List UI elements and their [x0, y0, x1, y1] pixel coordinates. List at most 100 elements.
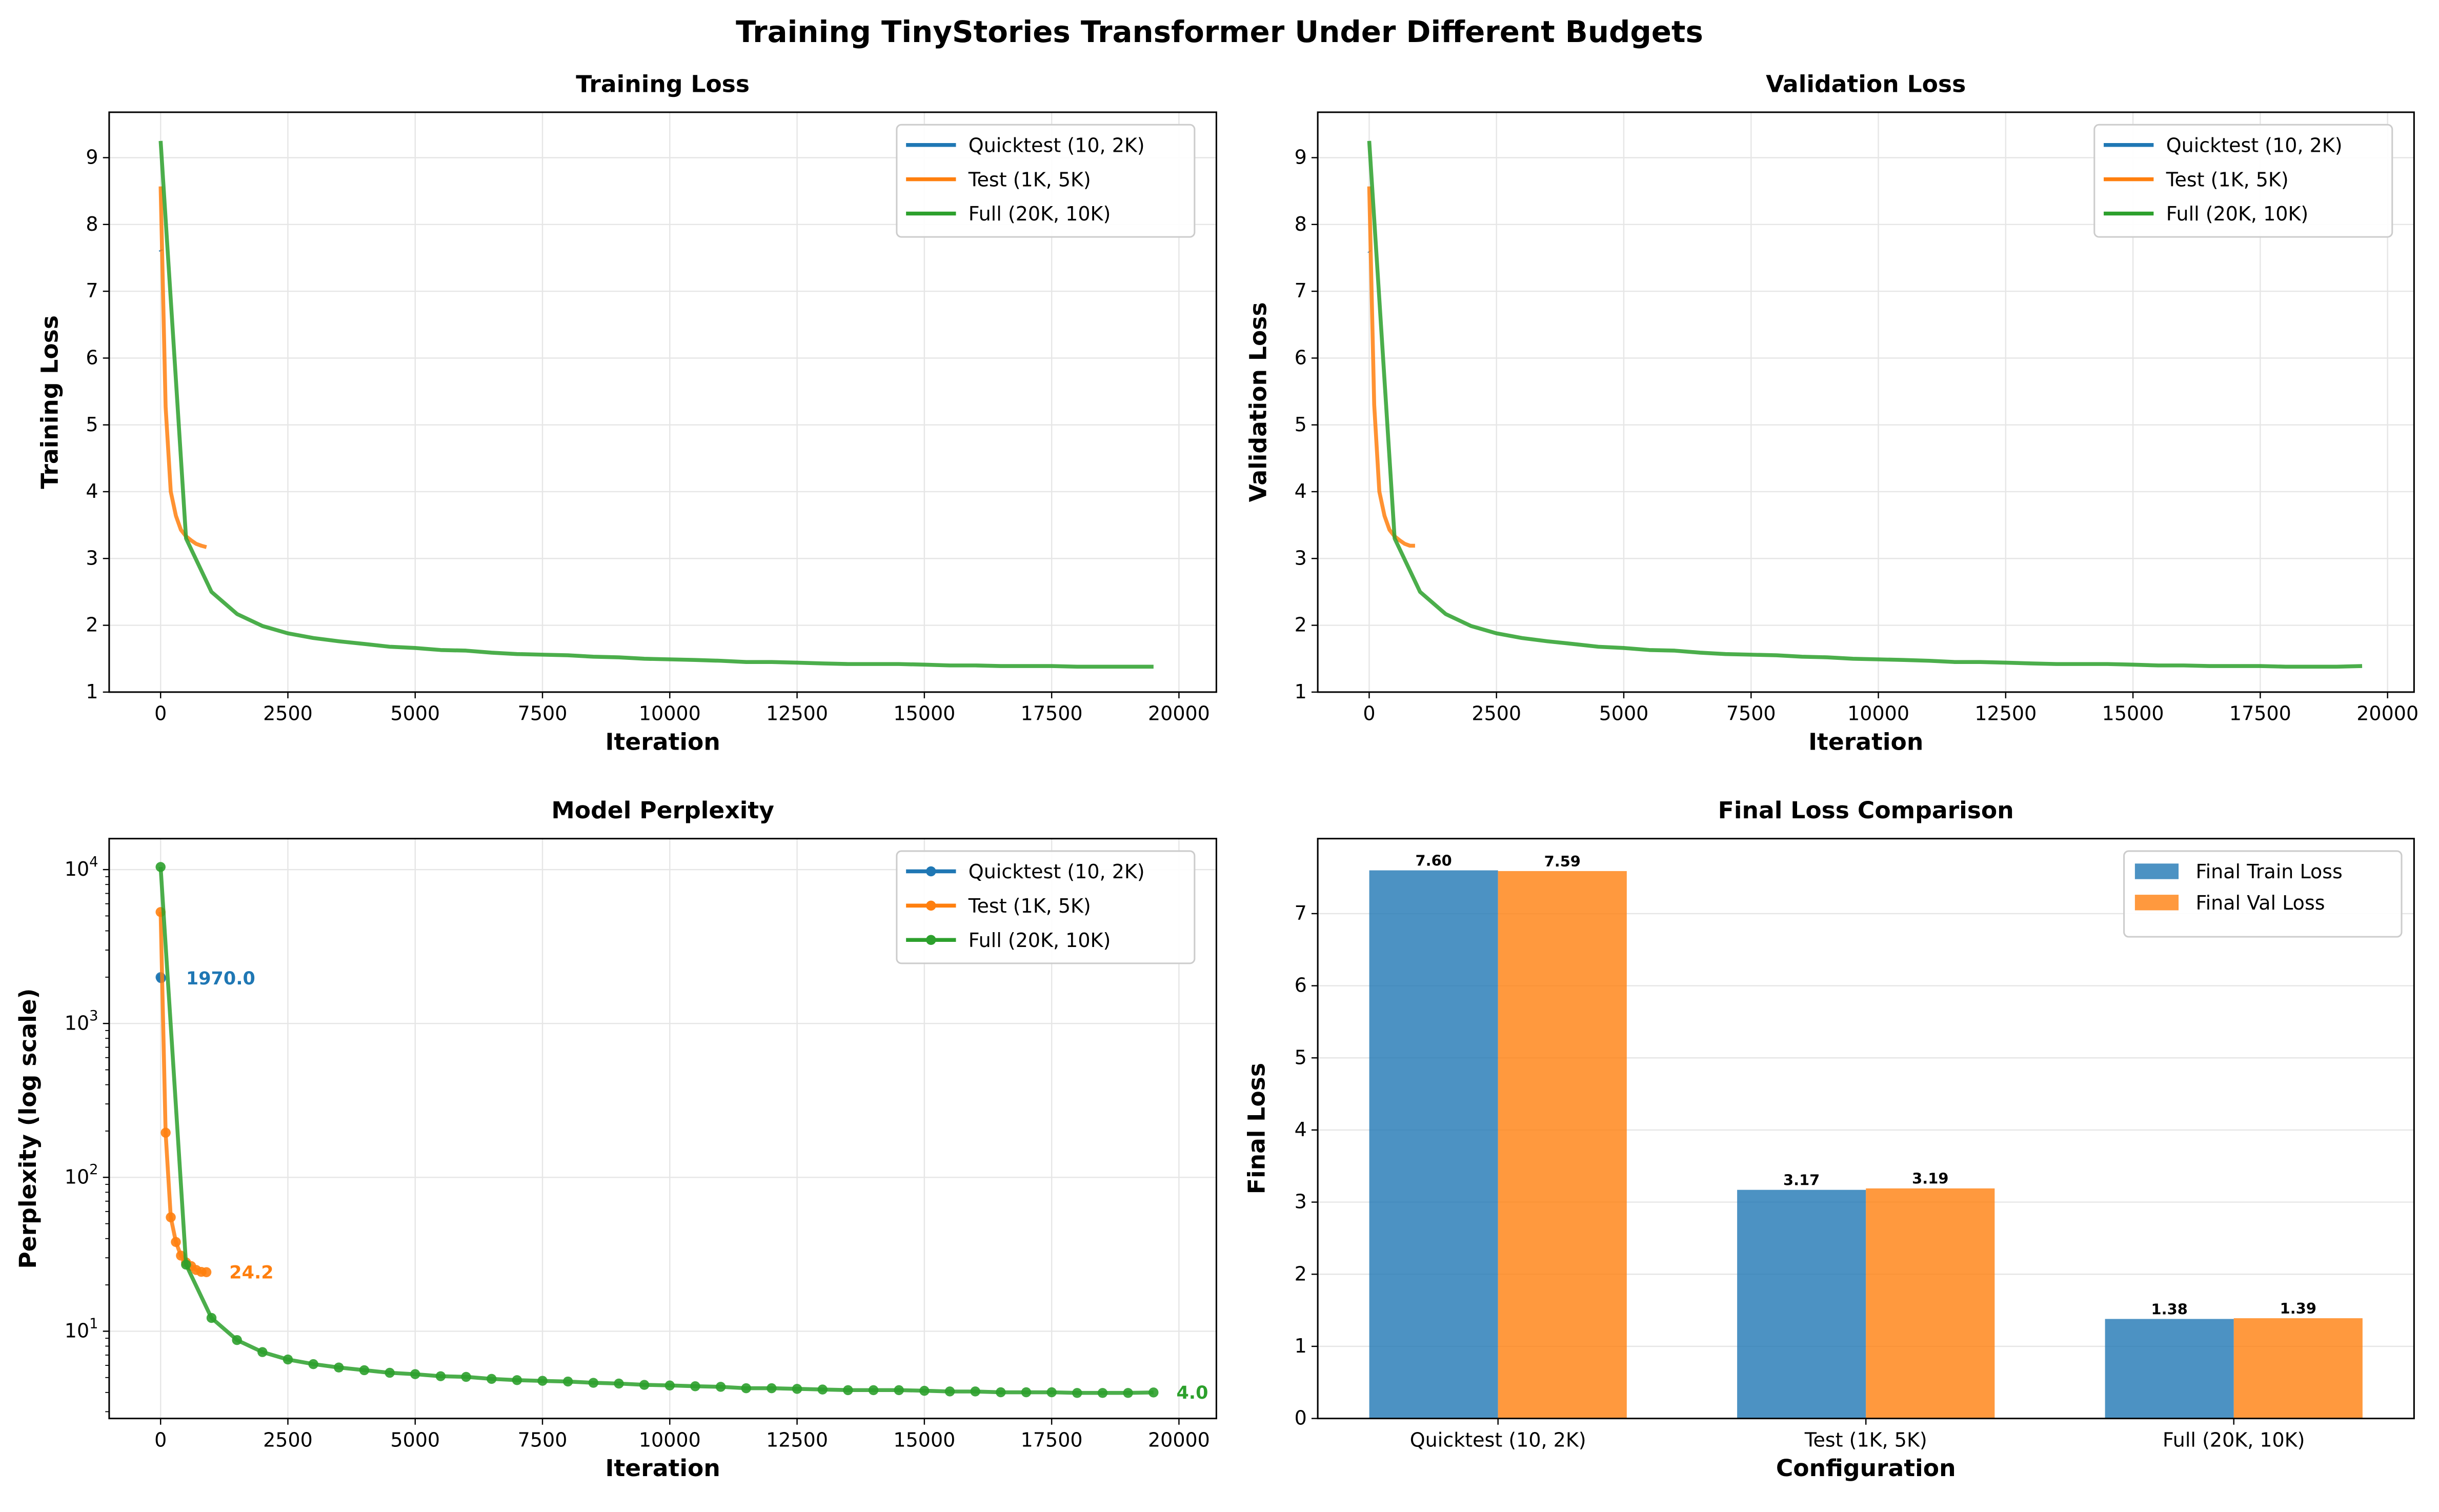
x-tick-label: 2500 — [263, 702, 313, 725]
x-tick-label: 15000 — [893, 702, 955, 725]
series-line-2 — [158, 140, 1154, 669]
x-tick-label: 12500 — [1974, 702, 2037, 725]
bar-value-label: 3.17 — [1783, 1172, 1820, 1189]
y-axis-label: Perplexity (log scale) — [14, 989, 42, 1269]
x-tick-label: 2500 — [263, 1428, 313, 1451]
y-tick-base: 10 — [65, 1320, 89, 1342]
y-tick-label: 9 — [1295, 146, 1307, 169]
bar-val — [1866, 1188, 1995, 1419]
x-tick-label: Quicktest (10, 2K) — [1410, 1428, 1586, 1451]
subplot-title: Model Perplexity — [551, 797, 774, 824]
series-line-2 — [158, 866, 1154, 1395]
legend-box — [2093, 124, 2393, 238]
axes-frame — [1317, 111, 2415, 693]
x-tick-label: 10000 — [639, 702, 701, 725]
y-axis-label: Training Loss — [36, 315, 64, 489]
x-tick-label: 10000 — [639, 1428, 701, 1451]
y-tick-label: 3 — [86, 547, 98, 569]
series-point-2 — [639, 1380, 650, 1390]
x-tick-label: 10000 — [1847, 702, 1909, 725]
subplot-title: Validation Loss — [1766, 70, 1966, 97]
y-tick-label: 6 — [86, 347, 98, 369]
x-tick-label: 7500 — [518, 702, 568, 725]
x-tick-label: Test (1K, 5K) — [1804, 1428, 1927, 1451]
y-tick-label: 6 — [1295, 974, 1307, 997]
x-tick-label: 17500 — [2229, 702, 2291, 725]
series-point-2 — [1123, 1388, 1133, 1398]
y-tick-label: 1 — [1295, 1335, 1307, 1357]
series-point-2 — [792, 1384, 802, 1394]
x-tick-label: 0 — [154, 702, 167, 725]
x-tick-label: 20000 — [1148, 1428, 1210, 1451]
x-axis-label: Iteration — [606, 728, 720, 755]
y-axis-label: Final Loss — [1243, 1063, 1271, 1194]
y-tick-exponent: 3 — [89, 1008, 98, 1024]
y-tick-label: 3 — [1295, 1191, 1307, 1213]
legend-marker — [926, 900, 936, 911]
bar-train — [1737, 1190, 1866, 1419]
series-point-2 — [232, 1335, 242, 1345]
bar-train — [1369, 870, 1498, 1419]
series-point-2 — [562, 1376, 573, 1387]
series-point-2 — [155, 862, 166, 872]
figure-title: Training TinyStories Transformer Under D… — [736, 14, 1703, 49]
annotation-label: 24.2 — [229, 1262, 273, 1283]
y-tick-label: 6 — [1295, 347, 1307, 369]
series-point-1 — [166, 1212, 176, 1222]
y-tick-label: 4 — [1295, 1118, 1307, 1141]
legend: Quicktest (10, 2K) Test (1K, 5K) Full (20K… — [896, 850, 1196, 964]
series-point-2 — [741, 1383, 752, 1394]
y-tick-label: 1 — [86, 680, 98, 703]
legend-marker — [926, 935, 936, 945]
series-line-1 — [158, 186, 207, 549]
series-point-2 — [359, 1365, 370, 1376]
bar-train — [2105, 1319, 2234, 1419]
y-tick-label: 103 — [65, 1008, 98, 1034]
series-line-1 — [1367, 186, 1415, 548]
series-point-2 — [715, 1382, 726, 1392]
bar-value-label: 7.59 — [1544, 853, 1581, 870]
series-point-2 — [690, 1381, 700, 1392]
y-tick-base: 10 — [65, 1012, 89, 1034]
y-tick-label: 3 — [1295, 547, 1307, 569]
legend: Final Train Loss Final Val Loss — [2123, 850, 2403, 938]
legend-entry: Full (20K, 10K) — [969, 929, 1111, 952]
series-point-2 — [614, 1378, 624, 1389]
legend-entry: Quicktest (10, 2K) — [969, 134, 1145, 156]
legend-entry: Test (1K, 5K) — [968, 168, 1091, 191]
series-point-2 — [843, 1385, 853, 1396]
x-tick-label: 5000 — [390, 1428, 440, 1451]
y-tick-label: 4 — [1295, 480, 1307, 502]
y-tick-label: 8 — [86, 213, 98, 235]
legend-box — [896, 850, 1196, 964]
series-point-2 — [996, 1387, 1006, 1398]
series-point-2 — [1097, 1388, 1108, 1398]
series-point-2 — [512, 1375, 522, 1385]
series-point-2 — [385, 1367, 395, 1378]
x-tick-label: 0 — [154, 1428, 167, 1451]
y-axis-label: Validation Loss — [1245, 302, 1272, 502]
x-axis-label: Iteration — [1808, 728, 1923, 755]
axes-frame — [1317, 838, 2415, 1420]
series-point-2 — [868, 1385, 879, 1396]
series-point-2 — [1021, 1387, 1032, 1398]
legend-entry: Full (20K, 10K) — [969, 203, 1111, 225]
series-point-2 — [1148, 1387, 1159, 1398]
x-tick-label: 0 — [1363, 702, 1375, 725]
x-tick-label: 17500 — [1021, 702, 1083, 725]
y-tick-label: 102 — [65, 1162, 98, 1188]
series-point-2 — [486, 1374, 497, 1384]
series-point-2 — [283, 1354, 293, 1365]
y-tick-label: 5 — [1295, 1046, 1307, 1069]
bar-value-label: 3.19 — [1912, 1170, 1948, 1187]
x-tick-label: 20000 — [2356, 702, 2418, 725]
subplot-title: Final Loss Comparison — [1718, 797, 2014, 824]
y-tick-base: 10 — [65, 1165, 89, 1188]
axes-frame — [108, 838, 1217, 1420]
legend-entry: Quicktest (10, 2K) — [969, 860, 1145, 883]
annotation-label: 1970.0 — [186, 969, 255, 989]
series-point-2 — [410, 1369, 420, 1379]
x-tick-label: 7500 — [518, 1428, 568, 1451]
